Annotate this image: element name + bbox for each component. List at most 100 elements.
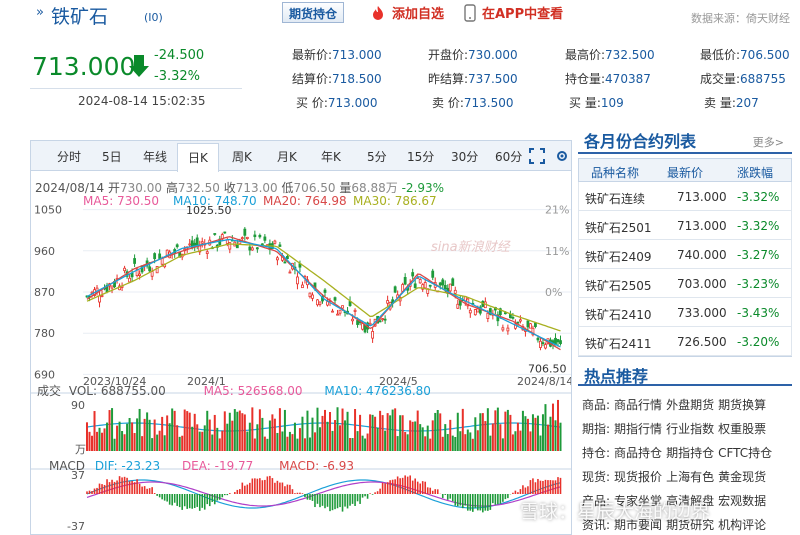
- candle-body: [363, 324, 367, 333]
- y-tick-label: 690: [34, 368, 55, 381]
- volume-bar: [251, 407, 254, 451]
- candle-body: [248, 246, 252, 251]
- tab-intraday[interactable]: 分时: [57, 150, 82, 164]
- macd-bar: [156, 494, 158, 496]
- volume-bar: [401, 415, 404, 451]
- more-link[interactable]: 更多>: [752, 136, 784, 149]
- macd-bar: [404, 475, 406, 494]
- macd-bar: [281, 482, 284, 494]
- header: » 铁矿石 (I0) 期货持仓 添加自选 在APP中查看 数据来源：倚天财经: [30, 2, 800, 28]
- stat-open-interest: 持仓量:470387: [565, 72, 651, 86]
- volume-bar: [131, 422, 134, 451]
- macd-bar: [299, 492, 301, 494]
- volume-bar: [409, 420, 412, 451]
- contract-row[interactable]: 铁矿石2501 713.000 -3.32%: [578, 211, 792, 240]
- volume-bar: [186, 411, 189, 451]
- holdings-button[interactable]: 期货持仓: [282, 2, 345, 23]
- volume-bar: [246, 431, 249, 451]
- candle-body: [448, 283, 452, 292]
- fullscreen-icon[interactable]: [529, 148, 545, 164]
- candle-body: [393, 286, 397, 293]
- volume-bar: [509, 414, 512, 451]
- tab-yearly-k[interactable]: 年K: [321, 150, 341, 164]
- volume-bar: [361, 435, 364, 451]
- tab-daily-k[interactable]: 日K: [177, 143, 219, 172]
- gear-icon[interactable]: [555, 148, 569, 164]
- macd-bar: [461, 494, 464, 509]
- volume-bar: [381, 415, 384, 451]
- vol-legend: 成交 VOL: 688755.00 MA5: 526568.00 MA10: 4…: [37, 384, 431, 398]
- tab-30min[interactable]: 30分: [451, 150, 479, 164]
- x-tick-label: 2024/1: [187, 375, 226, 388]
- macd-bar: [203, 494, 206, 510]
- macd-bar: [492, 494, 494, 504]
- volume-bar: [464, 434, 467, 451]
- volume-bar: [484, 421, 487, 451]
- macd-bar: [482, 494, 484, 513]
- contracts-title: 各月份合约列表: [584, 132, 697, 151]
- macd-bar: [494, 494, 497, 505]
- volume-bar: [148, 419, 151, 451]
- volume-bar: [374, 416, 377, 451]
- volume-bar: [379, 410, 382, 451]
- open-app-link[interactable]: 在APP中查看: [464, 3, 563, 22]
- macd-bar: [326, 494, 329, 507]
- x-tick-label: 2023/10/24: [83, 375, 146, 388]
- volume-bar: [146, 412, 149, 451]
- macd-bar: [276, 480, 279, 494]
- tab-60min[interactable]: 60分: [495, 150, 523, 164]
- chart-panel: 分时 5日 年线 日K 周K 月K 年K 5分 15分 30分 60分 2024…: [30, 140, 572, 535]
- tab-monthly-k[interactable]: 月K: [277, 150, 297, 164]
- candle-body: [223, 231, 227, 234]
- volume-bar: [344, 420, 347, 451]
- contract-row[interactable]: 铁矿石2409 740.000 -3.27%: [578, 240, 792, 269]
- volume-bar: [233, 409, 236, 451]
- macd-bar: [406, 476, 409, 494]
- add-watchlist-link[interactable]: 添加自选: [370, 3, 444, 22]
- hot-row-news: 资讯: 期市要闻 期货研究 机构评论: [582, 518, 767, 532]
- macd-bar: [198, 494, 201, 511]
- tab-yearline[interactable]: 年线: [143, 150, 168, 164]
- tab-5min[interactable]: 5分: [367, 150, 387, 164]
- macd-bar: [401, 477, 404, 494]
- volume-bar: [471, 438, 474, 451]
- candle-body: [501, 327, 505, 331]
- macd-bar: [472, 494, 474, 512]
- macd-bar: [101, 484, 103, 494]
- macd-bar: [477, 494, 479, 511]
- volume-bar: [524, 416, 527, 451]
- volume-bar: [308, 437, 311, 451]
- volume-bar: [476, 430, 479, 451]
- tab-5day[interactable]: 5日: [102, 150, 122, 164]
- candle-body: [273, 240, 277, 244]
- tab-15min[interactable]: 15分: [407, 150, 435, 164]
- volume-bar: [293, 422, 296, 451]
- candle-body: [318, 301, 322, 305]
- volume-bar: [506, 409, 509, 451]
- macd-bar: [334, 494, 336, 510]
- macd-bar: [321, 494, 324, 506]
- macd-bar: [547, 480, 549, 494]
- macd-bar: [431, 490, 434, 494]
- contract-row[interactable]: 铁矿石2505 703.000 -3.23%: [578, 269, 792, 298]
- contract-row[interactable]: 铁矿石2410 733.000 -3.43%: [578, 298, 792, 327]
- macd-bar: [148, 488, 151, 494]
- volume-bar: [534, 417, 537, 451]
- macd-bar: [366, 494, 369, 499]
- macd-bar: [131, 480, 133, 494]
- macd-bar: [304, 494, 306, 498]
- macd-bar: [141, 486, 143, 494]
- macd-bar: [467, 494, 469, 511]
- volume-bar: [346, 411, 349, 451]
- macd-bar: [291, 489, 294, 494]
- tab-weekly-k[interactable]: 周K: [232, 150, 252, 164]
- macd-bar: [123, 476, 126, 494]
- col-price: 最新价: [667, 166, 704, 180]
- macd-bar: [161, 494, 163, 500]
- contract-row[interactable]: 铁矿石连续 713.000 -3.32%: [578, 182, 792, 211]
- macd-bar: [409, 475, 411, 494]
- contract-row[interactable]: 铁矿石2411 726.500 -3.20%: [578, 327, 792, 356]
- macd-bar: [236, 489, 239, 494]
- volume-bar: [421, 427, 424, 451]
- chart-labels: 1050 960 870 780 690 21% 11% 0% 2023/10/24 2024/1…: [34, 204, 571, 533]
